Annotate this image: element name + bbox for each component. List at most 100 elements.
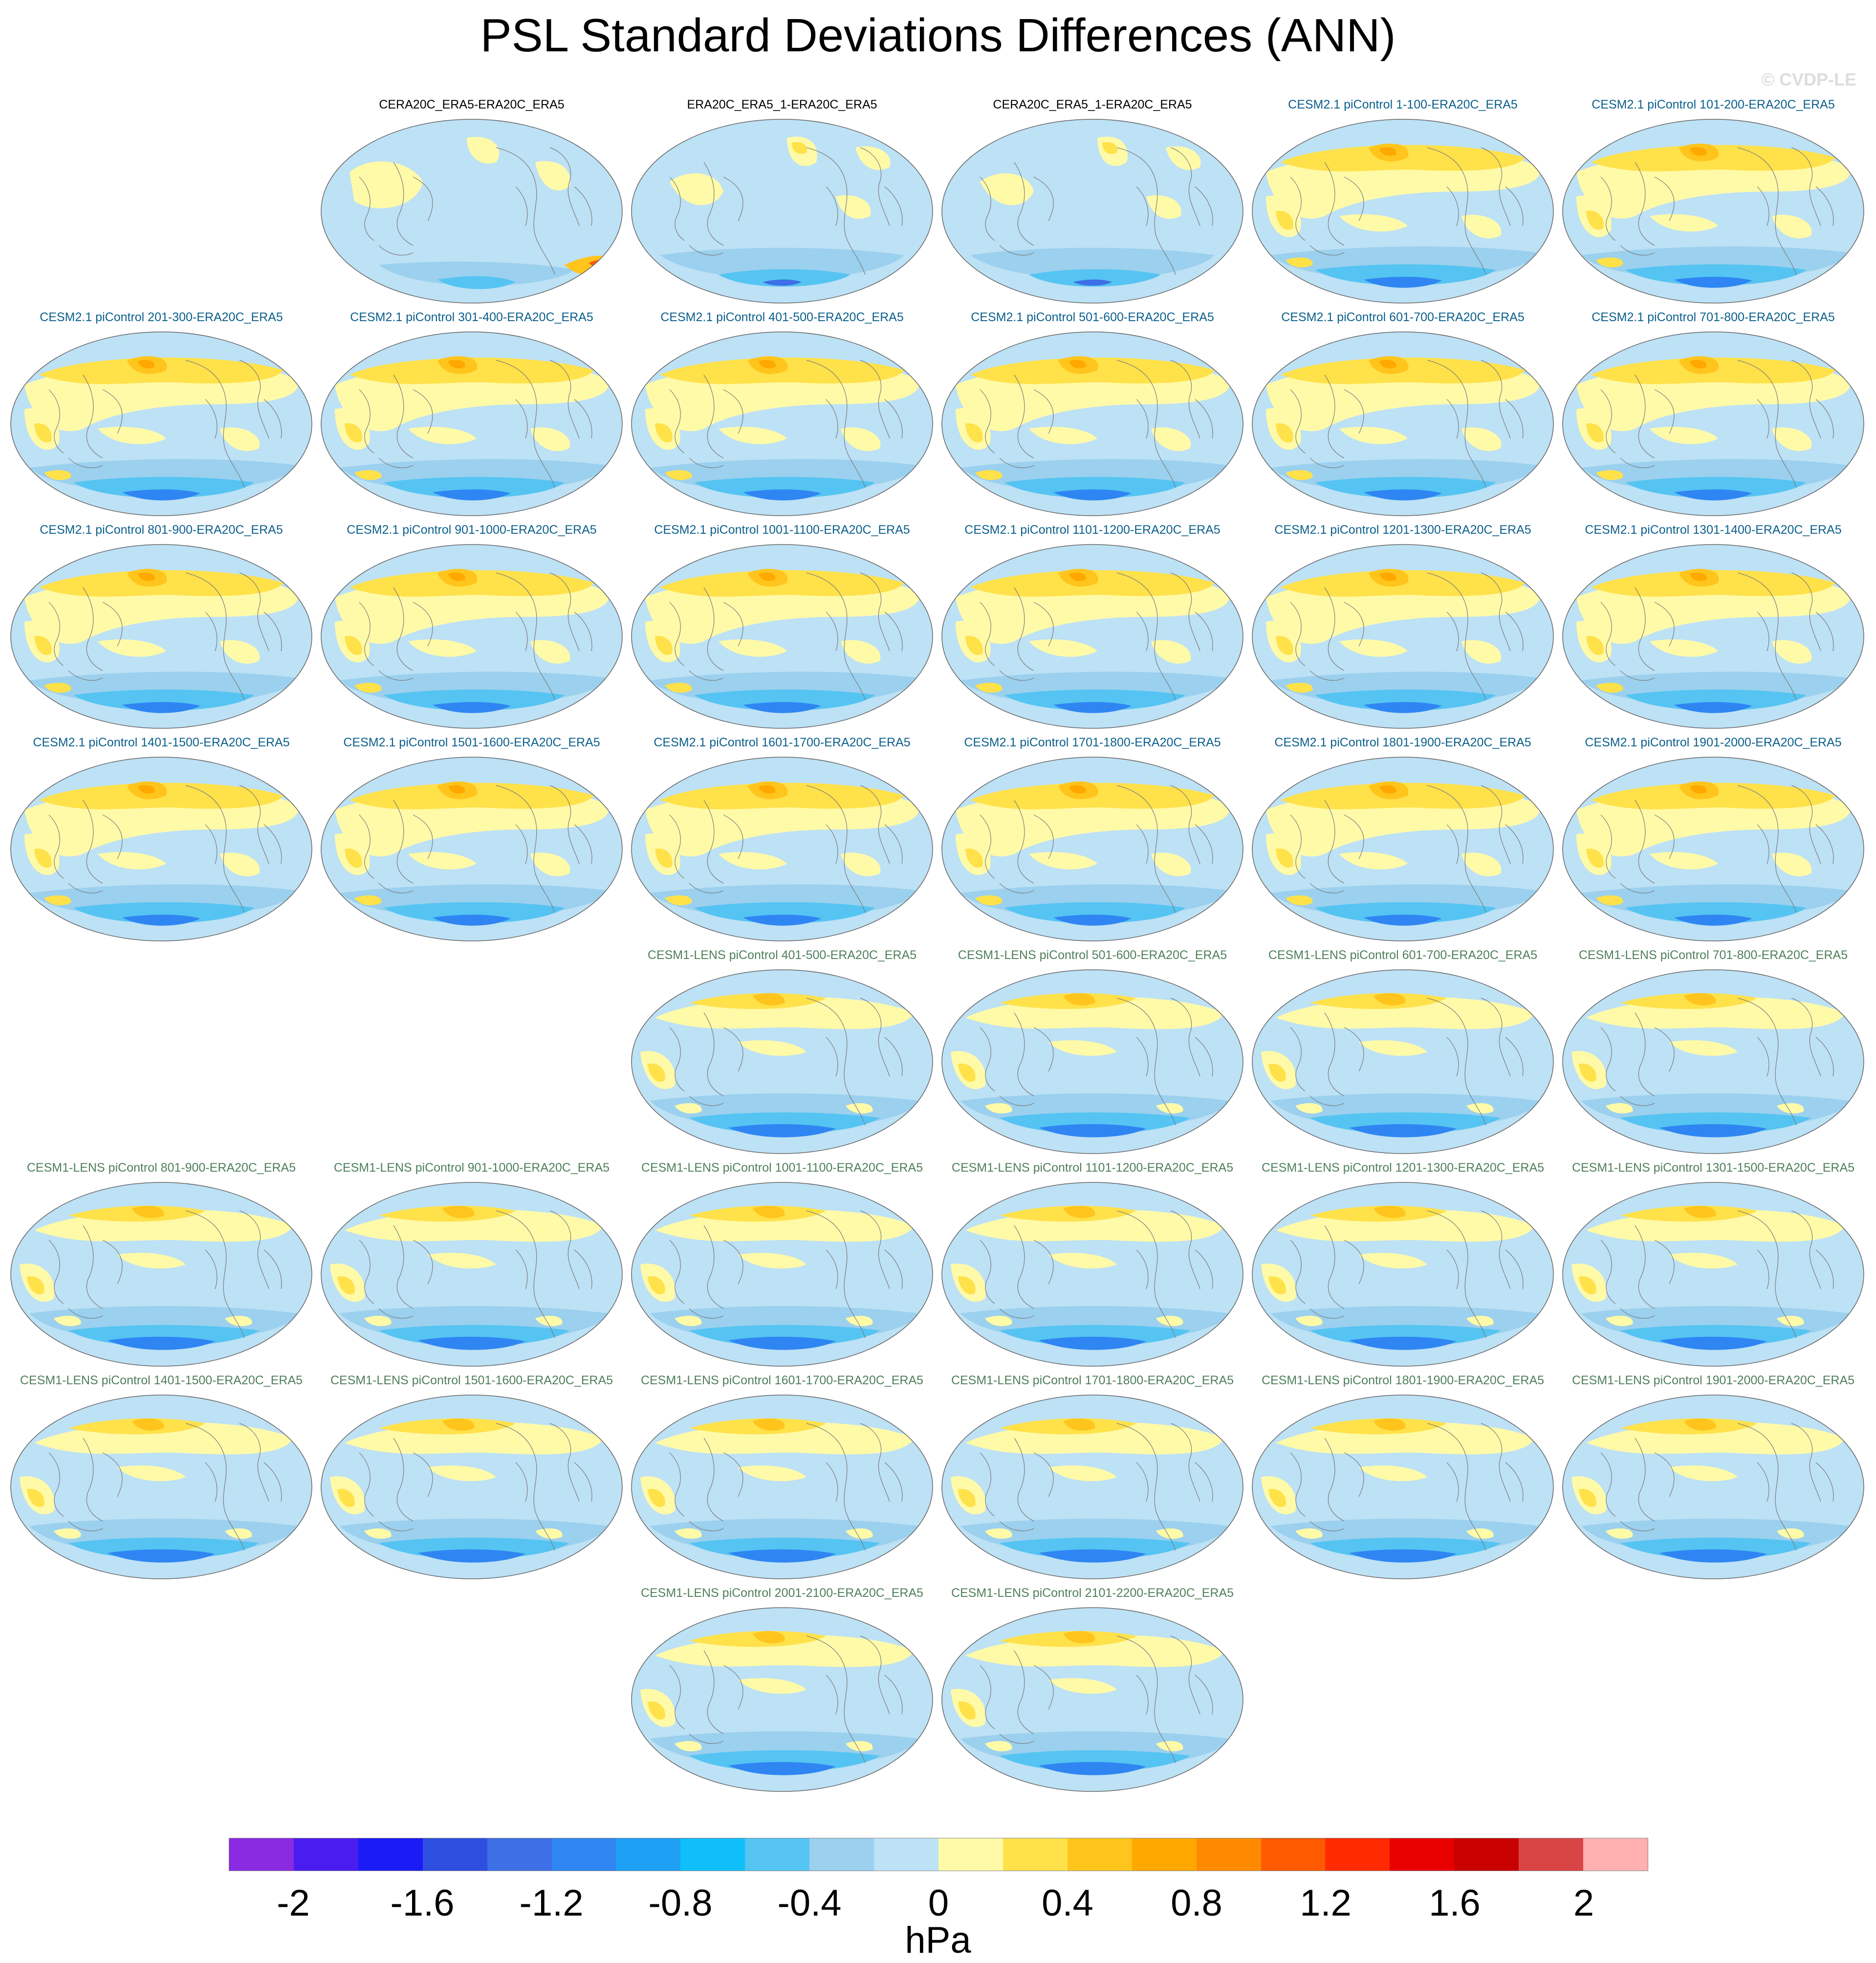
panel-title: ERA20C_ERA5_1-ERA20C_ERA5 (687, 98, 877, 111)
robinson-map (1562, 331, 1864, 516)
robinson-map (631, 544, 933, 729)
robinson-map (1562, 1395, 1864, 1579)
colorbar-tick-label: 1.6 (1429, 1882, 1481, 1924)
map-panel-grid: CERA20C_ERA5-ERA20C_ERA5 ERA20C_ERA5_1-ER… (5, 98, 1870, 1796)
map-panel: CESM1-LENS piControl 1301-1500-ERA20C_ER… (1557, 1161, 1870, 1371)
robinson-map (1252, 1395, 1554, 1579)
panel-title: CESM2.1 piControl 1101-1200-ERA20C_ERA5 (964, 523, 1221, 537)
map-panel: CESM1-LENS piControl 701-800-ERA20C_ERA5 (1557, 948, 1870, 1158)
colorbar-swatch (422, 1838, 487, 1871)
colorbar-swatch (1519, 1838, 1584, 1871)
robinson-map (941, 331, 1243, 516)
colorbar-swatch (1325, 1838, 1390, 1871)
panel-title: CESM1-LENS piControl 801-900-ERA20C_ERA5 (26, 1161, 296, 1175)
robinson-map (321, 757, 623, 941)
colorbar-swatch (1390, 1838, 1455, 1871)
robinson-map (321, 119, 623, 304)
robinson-map (631, 757, 933, 941)
panel-title: CESM2.1 piControl 401-500-ERA20C_ERA5 (660, 310, 904, 324)
robinson-map (631, 119, 933, 304)
map-panel: CESM2.1 piControl 701-800-ERA20C_ERA5 (1557, 310, 1870, 521)
robinson-map (1562, 757, 1864, 941)
robinson-map (1562, 544, 1864, 729)
colorbar-swatch (874, 1838, 938, 1871)
panel-title: CESM2.1 piControl 601-700-ERA20C_ERA5 (1281, 310, 1525, 324)
panel-title: CESM2.1 piControl 501-600-ERA20C_ERA5 (971, 310, 1214, 324)
panel-title: CESM2.1 piControl 101-200-ERA20C_ERA5 (1592, 98, 1835, 111)
colorbar-swatch (358, 1838, 423, 1871)
robinson-map (10, 1182, 312, 1367)
panel-title: CESM1-LENS piControl 1601-1700-ERA20C_ER… (640, 1374, 924, 1387)
colorbar-swatch (616, 1838, 681, 1871)
colorbar-tick-label: -1.2 (519, 1882, 584, 1924)
map-panel: CESM1-LENS piControl 401-500-ERA20C_ERA5 (626, 948, 938, 1158)
colorbar-swatch (551, 1838, 616, 1871)
map-panel: CESM2.1 piControl 901-1000-ERA20C_ERA5 (315, 523, 628, 733)
panel-title: CESM2.1 piControl 1001-1100-ERA20C_ERA5 (654, 523, 910, 537)
robinson-map (941, 119, 1243, 304)
panel-title: CESM1-LENS piControl 1001-1100-ERA20C_ER… (641, 1161, 923, 1175)
map-panel: CESM1-LENS piControl 1801-1900-ERA20C_ER… (1246, 1374, 1559, 1584)
panel-title: CESM1-LENS piControl 701-800-ERA20C_ERA5 (1578, 948, 1848, 962)
colorbar-tick-label: -2 (277, 1882, 310, 1924)
colorbar-swatch (680, 1838, 745, 1871)
robinson-map (321, 1395, 623, 1579)
map-panel: CESM2.1 piControl 501-600-ERA20C_ERA5 (936, 310, 1249, 521)
panel-title: CESM2.1 piControl 1301-1400-ERA20C_ERA5 (1585, 523, 1842, 537)
robinson-map (1252, 757, 1554, 941)
panel-title: CESM2.1 piControl 1-100-ERA20C_ERA5 (1288, 98, 1518, 111)
panel-title: CESM2.1 piControl 1401-1500-ERA20C_ERA5 (33, 736, 290, 749)
robinson-map (10, 544, 312, 729)
panel-title: CESM2.1 piControl 701-800-ERA20C_ERA5 (1592, 310, 1835, 324)
panel-title: CESM2.1 piControl 1201-1300-ERA20C_ERA5 (1274, 523, 1531, 537)
map-panel: CESM1-LENS piControl 1501-1600-ERA20C_ER… (315, 1374, 628, 1584)
colorbar-swatch (1132, 1838, 1197, 1871)
map-panel: CESM1-LENS piControl 1401-1500-ERA20C_ER… (5, 1374, 318, 1584)
map-panel: CESM1-LENS piControl 901-1000-ERA20C_ERA… (315, 1161, 628, 1371)
panel-title: CESM2.1 piControl 301-400-ERA20C_ERA5 (350, 310, 593, 324)
colorbar-swatch (1003, 1838, 1068, 1871)
robinson-map (941, 1607, 1243, 1792)
map-panel: CESM1-LENS piControl 2001-2100-ERA20C_ER… (626, 1586, 938, 1796)
map-panel: CESM2.1 piControl 1001-1100-ERA20C_ERA5 (626, 523, 938, 733)
map-panel: CESM2.1 piControl 1101-1200-ERA20C_ERA5 (936, 523, 1249, 733)
colorbar-swatch (1583, 1838, 1648, 1871)
robinson-map (631, 1182, 933, 1367)
map-panel: CESM2.1 piControl 1701-1800-ERA20C_ERA5 (936, 736, 1249, 946)
colorbar: -2 -1.6 -1.2 -0.8 -0.4 0 0.4 0.8 1.2 1.6 2 hPa (0, 1838, 1876, 1963)
map-panel: CESM1-LENS piControl 1701-1800-ERA20C_ER… (936, 1374, 1249, 1584)
map-panel: CESM1-LENS piControl 1001-1100-ERA20C_ER… (626, 1161, 938, 1371)
map-panel: CESM2.1 piControl 1901-2000-ERA20C_ERA5 (1557, 736, 1870, 946)
colorbar-swatch (1261, 1838, 1326, 1871)
colorbar-boxes (229, 1838, 1648, 1871)
panel-title: CESM1-LENS piControl 501-600-ERA20C_ERA5 (958, 948, 1227, 962)
robinson-map (941, 757, 1243, 941)
map-panel: CERA20C_ERA5-ERA20C_ERA5 (315, 98, 628, 308)
map-panel: CESM2.1 piControl 1801-1900-ERA20C_ERA5 (1246, 736, 1559, 946)
robinson-map (10, 1395, 312, 1579)
colorbar-swatch (1454, 1838, 1519, 1871)
panel-title: CERA20C_ERA5_1-ERA20C_ERA5 (993, 98, 1192, 111)
map-panel: CESM1-LENS piControl 601-700-ERA20C_ERA5 (1246, 948, 1559, 1158)
robinson-map (941, 969, 1243, 1154)
colorbar-swatch (745, 1838, 810, 1871)
colorbar-swatch (293, 1838, 358, 1871)
map-panel: CESM2.1 piControl 1301-1400-ERA20C_ERA5 (1557, 523, 1870, 733)
panel-title: CESM1-LENS piControl 601-700-ERA20C_ERA5 (1268, 948, 1538, 962)
panel-title: CESM2.1 piControl 901-1000-ERA20C_ERA5 (347, 523, 597, 537)
map-panel: CERA20C_ERA5_1-ERA20C_ERA5 (936, 98, 1249, 308)
panel-title: CESM2.1 piControl 801-900-ERA20C_ERA5 (40, 523, 283, 537)
robinson-map (1252, 119, 1554, 304)
robinson-map (631, 1395, 933, 1579)
robinson-map (1252, 969, 1554, 1154)
panel-title: CESM1-LENS piControl 1301-1500-ERA20C_ER… (1571, 1161, 1855, 1175)
robinson-map (321, 331, 623, 516)
panel-title: CESM1-LENS piControl 1501-1600-ERA20C_ER… (330, 1374, 613, 1387)
panel-title: CESM1-LENS piControl 2001-2100-ERA20C_ER… (640, 1586, 924, 1600)
panel-title: CESM1-LENS piControl 1901-2000-ERA20C_ER… (1571, 1374, 1855, 1387)
page-title: PSL Standard Deviations Differences (ANN… (480, 9, 1396, 62)
robinson-map (1252, 1182, 1554, 1367)
panel-title: CESM1-LENS piControl 1201-1300-ERA20C_ER… (1261, 1161, 1545, 1175)
colorbar-swatch (938, 1838, 1003, 1871)
map-panel: CESM1-LENS piControl 1201-1300-ERA20C_ER… (1246, 1161, 1559, 1371)
